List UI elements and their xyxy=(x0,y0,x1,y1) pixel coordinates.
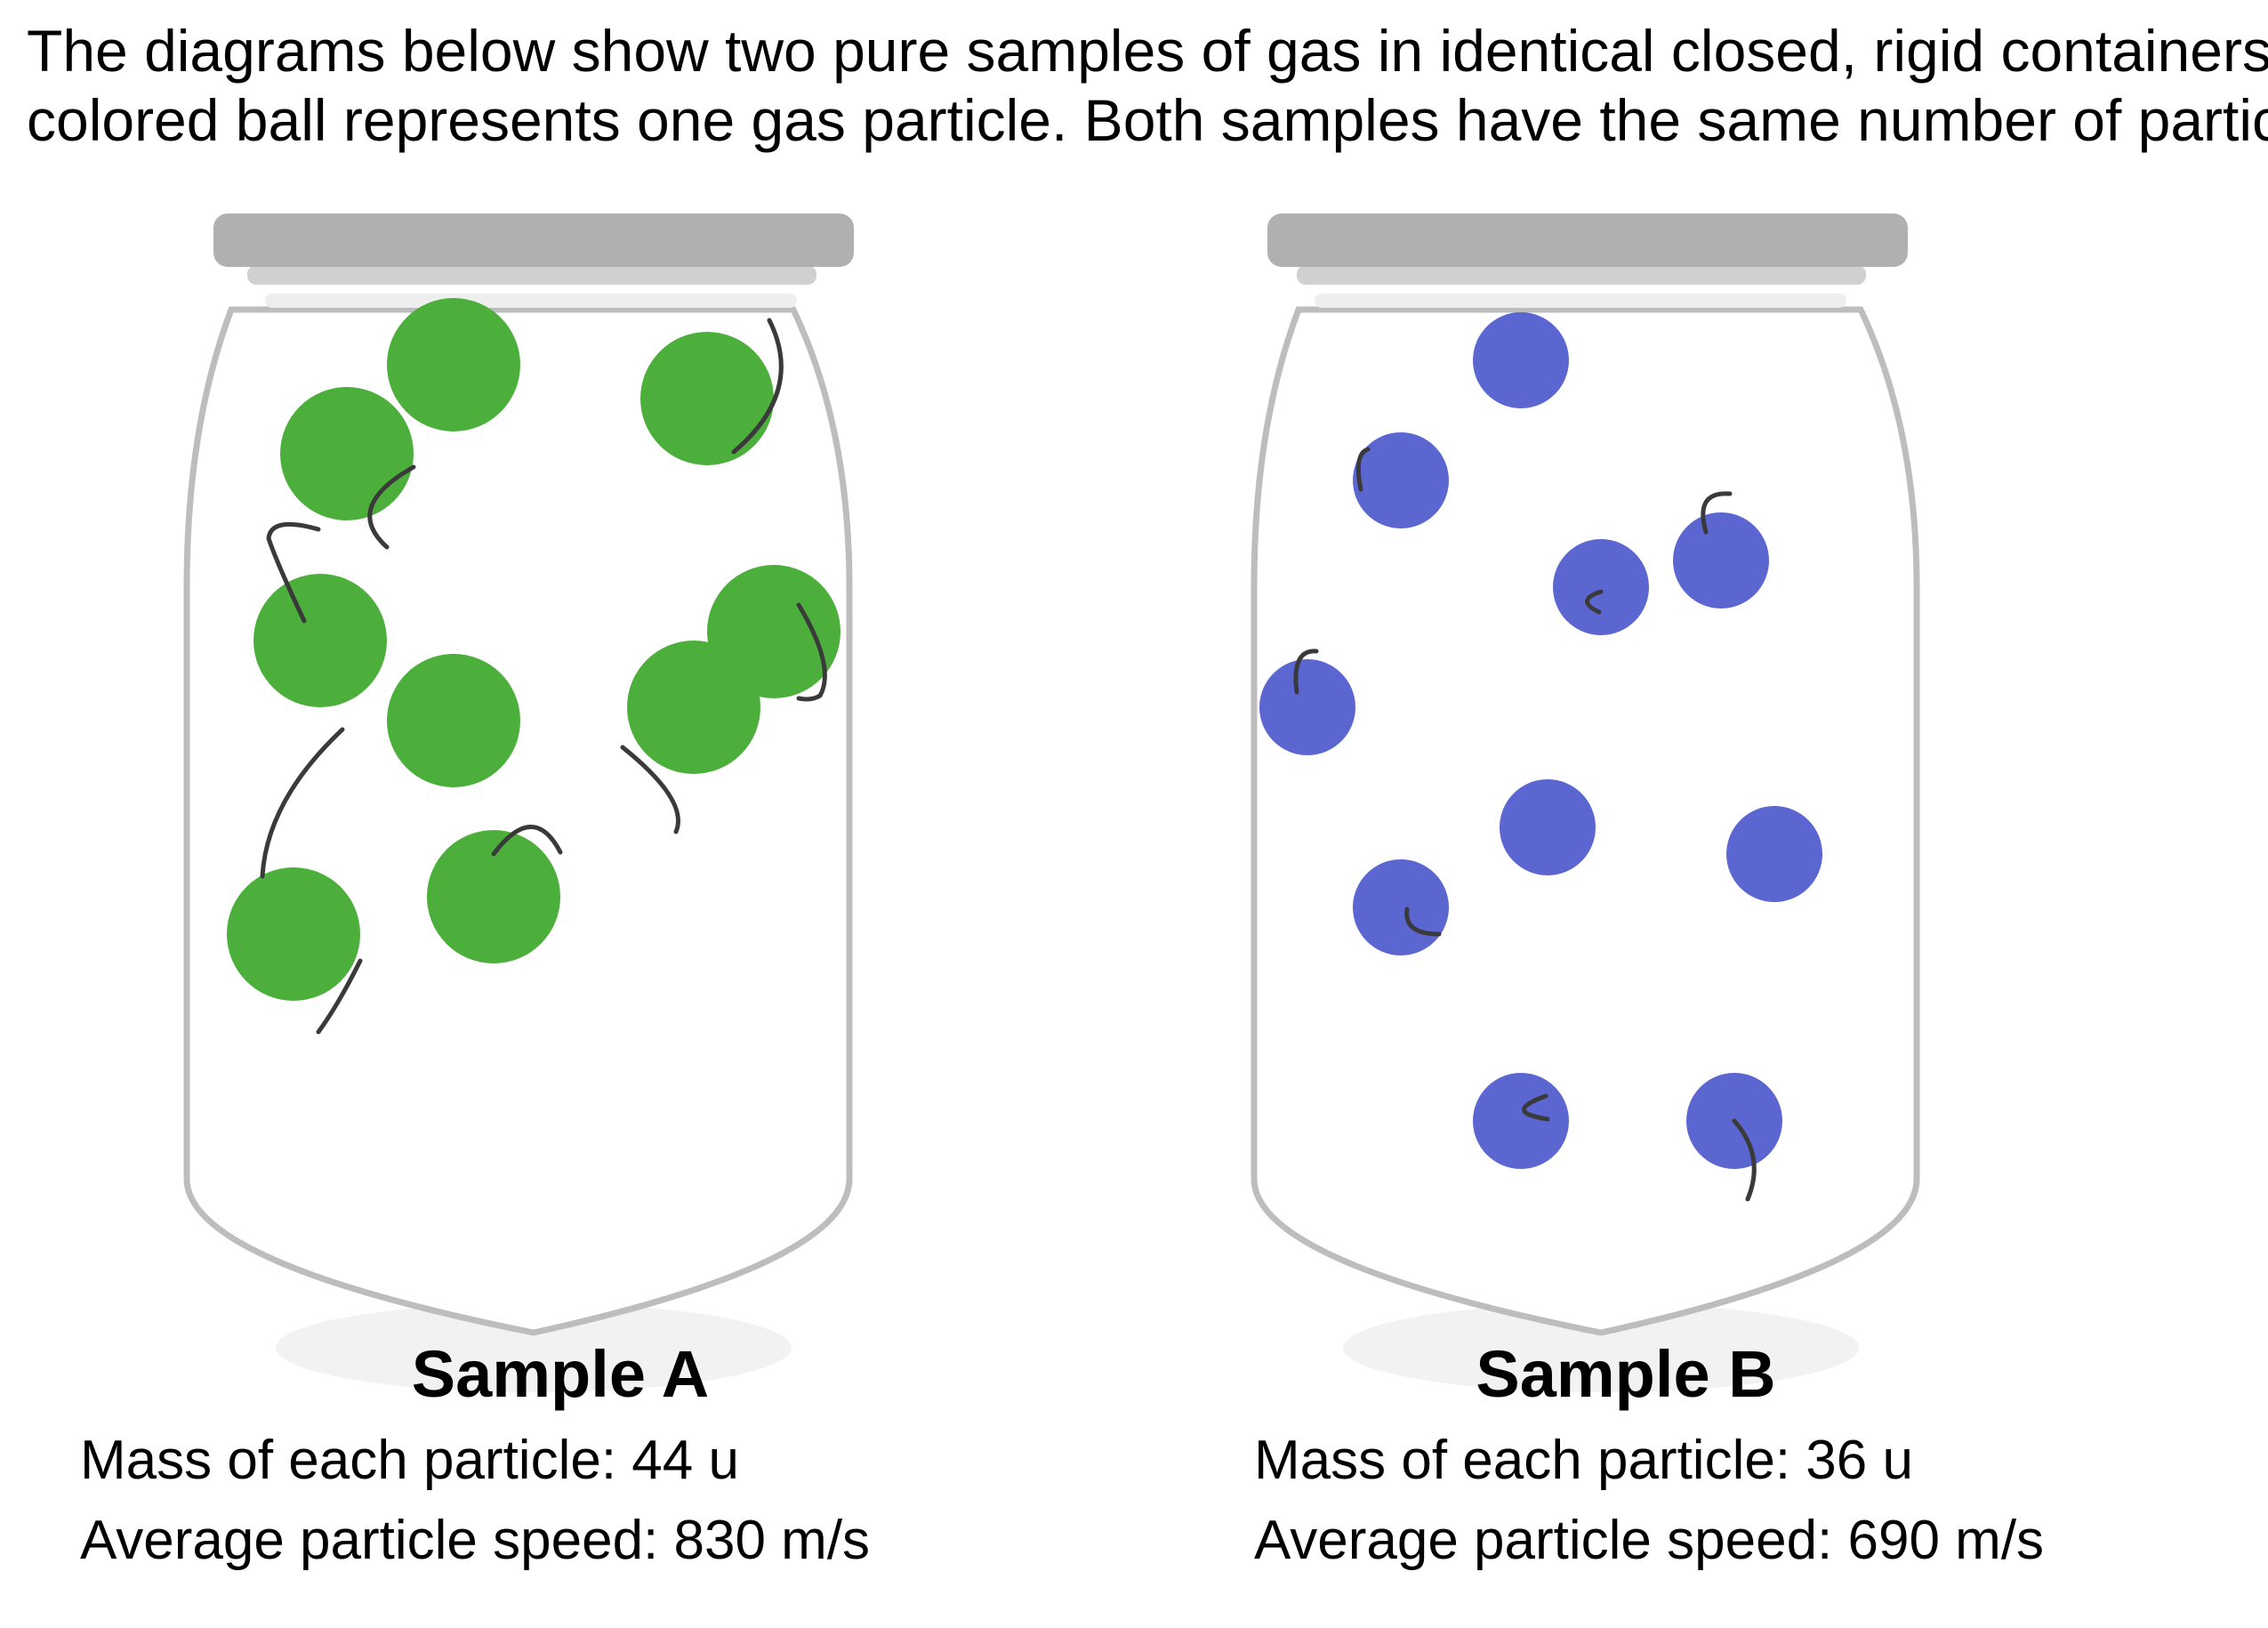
particle-b xyxy=(1553,539,1649,635)
motion-trail xyxy=(1355,447,1371,492)
jar-b-shadow xyxy=(1343,1303,1859,1392)
sample-b-container xyxy=(1251,214,1920,1392)
motion-trail xyxy=(266,521,321,624)
motion-trail xyxy=(620,745,680,834)
motion-trail xyxy=(731,318,784,455)
sample-a-title: Sample A xyxy=(411,1337,710,1411)
motion-trail xyxy=(367,464,416,550)
sample-a-container xyxy=(183,214,854,1392)
particle-b xyxy=(1353,859,1449,955)
motion-trail xyxy=(491,825,563,857)
motion-trail xyxy=(316,958,363,1035)
sample-a-speed: Average particle speed: 830 m/s xyxy=(80,1501,870,1581)
sample-b-speed: Average particle speed: 690 m/s xyxy=(1254,1501,2044,1581)
mass-label: Mass of each particle: xyxy=(80,1430,617,1491)
motion-trail xyxy=(1522,1093,1550,1122)
speed-label: Average particle speed: xyxy=(80,1510,659,1571)
sample-a-info: Mass of each particle: 44 u Average part… xyxy=(80,1421,870,1581)
speed-value: 830 m/s xyxy=(673,1510,871,1571)
motion-trail xyxy=(1404,907,1442,937)
particle-a xyxy=(627,641,760,774)
motion-trail xyxy=(1732,1118,1757,1202)
particle-b xyxy=(1259,659,1355,755)
particle-a xyxy=(387,298,520,431)
particle-a xyxy=(253,574,387,707)
sample-b-particles xyxy=(1259,312,1822,1169)
sample-b-mass: Mass of each particle: 36 u xyxy=(1254,1421,2044,1501)
mass-value: 36 u xyxy=(1806,1430,1913,1491)
motion-trail xyxy=(260,727,345,879)
speed-value: 690 m/s xyxy=(1847,1510,2045,1571)
particle-a xyxy=(280,387,414,520)
particle-b xyxy=(1500,779,1596,875)
particle-b xyxy=(1673,512,1769,608)
particle-a xyxy=(387,654,520,787)
sample-b-title: Sample B xyxy=(1476,1337,1776,1411)
prompt-line-1: The diagrams below show two pure samples… xyxy=(27,18,2268,84)
jar-a-body xyxy=(183,306,853,1336)
particle-a xyxy=(640,332,774,465)
jar-a-lid xyxy=(213,214,854,267)
jar-b-lid xyxy=(1267,214,1908,267)
speed-label: Average particle speed: xyxy=(1254,1510,1833,1571)
mass-label: Mass of each particle: xyxy=(1254,1430,1791,1491)
particle-b xyxy=(1353,432,1449,528)
sample-a-particles xyxy=(227,298,840,1001)
motion-trail xyxy=(1701,491,1733,535)
jar-a-lid-band xyxy=(247,265,816,285)
mass-value: 44 u xyxy=(631,1430,739,1491)
particle-b xyxy=(1473,312,1569,408)
sample-b-motion-trails xyxy=(1293,447,1757,1202)
question-prompt: The diagrams below show two pure samples… xyxy=(27,16,2268,155)
particle-b xyxy=(1473,1073,1569,1169)
sample-b-info: Mass of each particle: 36 u Average part… xyxy=(1254,1421,2044,1581)
jar-b-lid-band xyxy=(1297,265,1866,285)
jar-a-shadow xyxy=(276,1303,792,1392)
motion-trail xyxy=(1293,649,1319,695)
jar-a-rim xyxy=(265,294,797,308)
motion-trail xyxy=(1585,589,1604,615)
particle-b xyxy=(1726,806,1822,902)
prompt-line-2: colored ball represents one gas particle… xyxy=(27,87,2268,153)
sample-a-mass: Mass of each particle: 44 u xyxy=(80,1421,870,1501)
particle-a xyxy=(227,867,360,1001)
motion-trail xyxy=(796,602,827,702)
sample-a-motion-trails xyxy=(260,318,827,1035)
particle-a xyxy=(427,830,560,963)
jar-b-rim xyxy=(1315,294,1846,308)
